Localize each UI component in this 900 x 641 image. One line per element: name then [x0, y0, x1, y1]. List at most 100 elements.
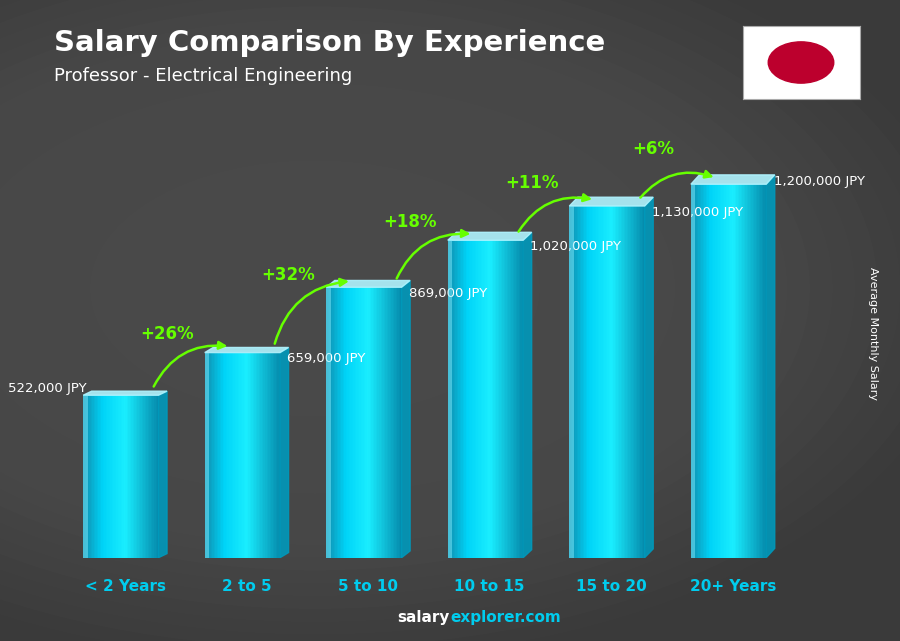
Text: < 2 Years: < 2 Years: [85, 579, 166, 594]
Bar: [581, 206, 583, 558]
Bar: [154, 395, 156, 558]
Bar: [331, 287, 332, 558]
Bar: [754, 184, 756, 558]
Bar: [238, 353, 239, 558]
Bar: [233, 353, 235, 558]
Bar: [370, 287, 372, 558]
Bar: [710, 184, 712, 558]
Bar: [694, 184, 696, 558]
Bar: [102, 395, 103, 558]
Bar: [255, 353, 256, 558]
Bar: [592, 206, 593, 558]
Bar: [142, 395, 143, 558]
Bar: [103, 395, 104, 558]
Bar: [336, 287, 337, 558]
Bar: [593, 206, 595, 558]
Text: 522,000 JPY: 522,000 JPY: [8, 383, 86, 395]
Bar: [478, 240, 480, 558]
Bar: [257, 353, 259, 558]
Bar: [386, 287, 388, 558]
Bar: [118, 395, 120, 558]
Bar: [580, 206, 581, 558]
Bar: [244, 353, 246, 558]
Bar: [522, 240, 523, 558]
Bar: [204, 353, 209, 558]
Bar: [228, 353, 229, 558]
Bar: [730, 184, 732, 558]
Bar: [274, 353, 275, 558]
Bar: [131, 395, 133, 558]
Bar: [91, 395, 92, 558]
Bar: [104, 395, 106, 558]
Bar: [363, 287, 364, 558]
Bar: [454, 240, 455, 558]
Bar: [626, 206, 628, 558]
Bar: [622, 206, 624, 558]
Bar: [700, 184, 701, 558]
Bar: [640, 206, 642, 558]
Bar: [709, 184, 710, 558]
Bar: [346, 287, 347, 558]
Bar: [273, 353, 274, 558]
Bar: [490, 240, 491, 558]
Bar: [266, 353, 268, 558]
Bar: [381, 287, 382, 558]
Bar: [570, 206, 574, 558]
Bar: [149, 395, 151, 558]
Bar: [217, 353, 219, 558]
Bar: [204, 353, 206, 558]
Bar: [116, 395, 118, 558]
Bar: [500, 240, 502, 558]
Bar: [496, 240, 498, 558]
Bar: [757, 184, 759, 558]
Bar: [508, 240, 509, 558]
Bar: [209, 353, 211, 558]
Bar: [112, 395, 113, 558]
Bar: [765, 184, 766, 558]
Bar: [748, 184, 750, 558]
Bar: [271, 353, 273, 558]
Polygon shape: [204, 347, 289, 353]
Bar: [584, 206, 586, 558]
Bar: [639, 206, 640, 558]
Text: +32%: +32%: [262, 266, 316, 284]
Text: Professor - Electrical Engineering: Professor - Electrical Engineering: [54, 67, 352, 85]
Bar: [572, 206, 574, 558]
Bar: [725, 184, 727, 558]
Bar: [467, 240, 469, 558]
Bar: [111, 395, 112, 558]
Bar: [143, 395, 145, 558]
Bar: [212, 353, 214, 558]
Bar: [630, 206, 631, 558]
Bar: [365, 287, 367, 558]
Bar: [94, 395, 95, 558]
Bar: [92, 395, 94, 558]
Bar: [482, 240, 484, 558]
Bar: [464, 240, 466, 558]
Text: 15 to 20: 15 to 20: [576, 579, 647, 594]
Bar: [718, 184, 719, 558]
Bar: [89, 395, 91, 558]
Text: Salary Comparison By Experience: Salary Comparison By Experience: [54, 29, 605, 57]
Bar: [129, 395, 130, 558]
Bar: [211, 353, 212, 558]
Polygon shape: [448, 232, 532, 240]
Bar: [590, 206, 592, 558]
Bar: [692, 184, 694, 558]
Bar: [124, 395, 125, 558]
Bar: [624, 206, 625, 558]
Polygon shape: [691, 175, 775, 184]
Bar: [220, 353, 221, 558]
Bar: [579, 206, 580, 558]
Bar: [269, 353, 271, 558]
Bar: [472, 240, 473, 558]
Bar: [487, 240, 489, 558]
Bar: [390, 287, 392, 558]
Bar: [736, 184, 738, 558]
Bar: [613, 206, 615, 558]
Text: +6%: +6%: [632, 140, 674, 158]
Bar: [399, 287, 400, 558]
Bar: [739, 184, 741, 558]
Bar: [595, 206, 597, 558]
Bar: [509, 240, 511, 558]
